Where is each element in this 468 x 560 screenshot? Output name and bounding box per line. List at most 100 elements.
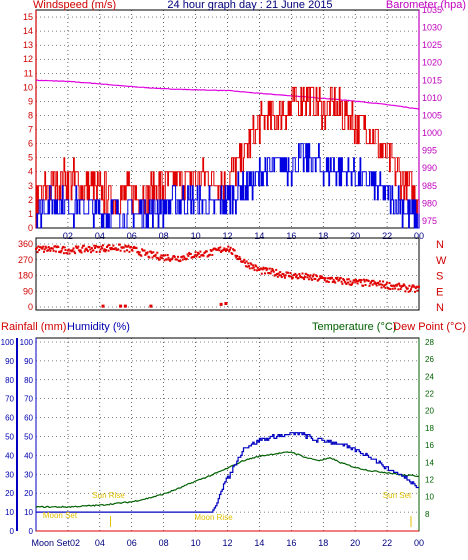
direction-point xyxy=(195,255,198,258)
direction-point xyxy=(323,277,325,280)
direction-point xyxy=(284,274,287,277)
direction-point xyxy=(236,255,239,257)
hour-label: 12 xyxy=(222,538,232,548)
direction-point xyxy=(148,256,151,259)
direction-point xyxy=(359,281,362,284)
windspeed-tick: 6 xyxy=(28,139,33,149)
direction-point xyxy=(261,268,264,271)
direction-point xyxy=(288,275,291,278)
hour-label: 10 xyxy=(191,538,201,548)
direction-point xyxy=(89,248,92,251)
hour-label: 20 xyxy=(350,231,360,241)
direction-point xyxy=(389,288,392,291)
direction-point xyxy=(119,249,122,252)
barometer-tick: 985 xyxy=(422,181,437,191)
direction-point xyxy=(355,278,357,281)
hour-label: 00 xyxy=(414,538,424,548)
direction-point xyxy=(284,276,286,279)
windspeed-tick: 15 xyxy=(23,12,33,22)
direction-point xyxy=(248,265,250,268)
compass-label: N xyxy=(436,302,444,314)
direction-point xyxy=(308,275,311,278)
hour-label: 16 xyxy=(286,538,296,548)
direction-point xyxy=(309,274,312,277)
direction-point xyxy=(239,257,242,260)
direction-point xyxy=(47,246,50,249)
direction-point xyxy=(90,251,93,254)
direction-point xyxy=(368,284,371,287)
direction-point xyxy=(403,284,406,287)
direction-point xyxy=(336,276,339,279)
direction-point xyxy=(270,270,273,273)
direction-point xyxy=(61,247,64,250)
direction-point xyxy=(54,250,57,253)
direction-point xyxy=(109,247,112,250)
direction-point xyxy=(145,252,148,255)
windspeed-tick: 4 xyxy=(28,167,33,177)
humidity-tick: 0 xyxy=(29,527,34,536)
direction-point xyxy=(100,245,103,248)
direction-point xyxy=(101,304,105,308)
direction-point xyxy=(208,253,211,256)
direction-point xyxy=(351,283,353,286)
windspeed-tick: 13 xyxy=(23,40,33,50)
direction-point xyxy=(197,252,200,255)
humidity-tick: 30 xyxy=(24,470,33,479)
direction-point xyxy=(335,278,338,280)
rainfall-tick: 30 xyxy=(5,470,14,479)
direction-point xyxy=(295,276,298,279)
direction-point xyxy=(331,276,333,279)
direction-point xyxy=(382,280,385,283)
direction-point xyxy=(144,253,147,256)
direction-tick: 0 xyxy=(28,302,33,312)
direction-point xyxy=(189,253,192,255)
direction-point xyxy=(188,251,191,254)
direction-point xyxy=(71,249,74,252)
direction-point xyxy=(224,302,228,305)
direction-point xyxy=(264,272,266,275)
humidity-tick-labels: 0 10 20 30 40 50 60 70 80 90 100 xyxy=(20,338,34,536)
humidity-tick: 90 xyxy=(24,357,33,366)
direction-point xyxy=(324,277,327,280)
direction-point xyxy=(243,258,246,261)
direction-point xyxy=(182,255,185,258)
direction-point xyxy=(334,281,337,284)
direction-point xyxy=(303,276,306,278)
direction-point xyxy=(70,250,73,253)
astro-annotations: Sun Rise Sun Set Moon Rise Moon Set Moon Set… xyxy=(31,491,412,548)
direction-point xyxy=(290,275,293,278)
direction-point xyxy=(280,274,282,277)
direction-point xyxy=(187,254,190,257)
direction-point xyxy=(398,284,401,287)
direction-point xyxy=(256,269,258,272)
direction-point xyxy=(252,266,255,269)
rainfall-tick: 60 xyxy=(5,414,14,423)
direction-point xyxy=(118,243,121,246)
direction-point xyxy=(219,246,222,249)
compass-label: N xyxy=(436,239,444,251)
direction-point xyxy=(98,250,101,253)
rainfall-tick: 50 xyxy=(5,433,14,442)
direction-point xyxy=(47,249,49,252)
direction-point xyxy=(302,276,305,279)
moonset-label: Moon Set xyxy=(43,511,78,520)
direction-point xyxy=(278,274,281,277)
direction-point xyxy=(205,250,208,253)
direction-point xyxy=(90,247,93,250)
direction-point xyxy=(64,249,67,251)
direction-point xyxy=(83,250,86,253)
direction-point xyxy=(396,283,399,286)
direction-point xyxy=(370,279,373,282)
direction-point xyxy=(319,277,322,279)
direction-point xyxy=(108,244,111,247)
sunrise-label: Sun Rise xyxy=(92,491,125,500)
direction-point xyxy=(127,244,130,247)
direction-point xyxy=(232,248,235,251)
direction-point xyxy=(414,290,416,293)
direction-point xyxy=(331,281,334,283)
rainfall-tick: 20 xyxy=(5,489,14,498)
direction-point xyxy=(227,245,230,248)
direction-point xyxy=(93,244,96,247)
